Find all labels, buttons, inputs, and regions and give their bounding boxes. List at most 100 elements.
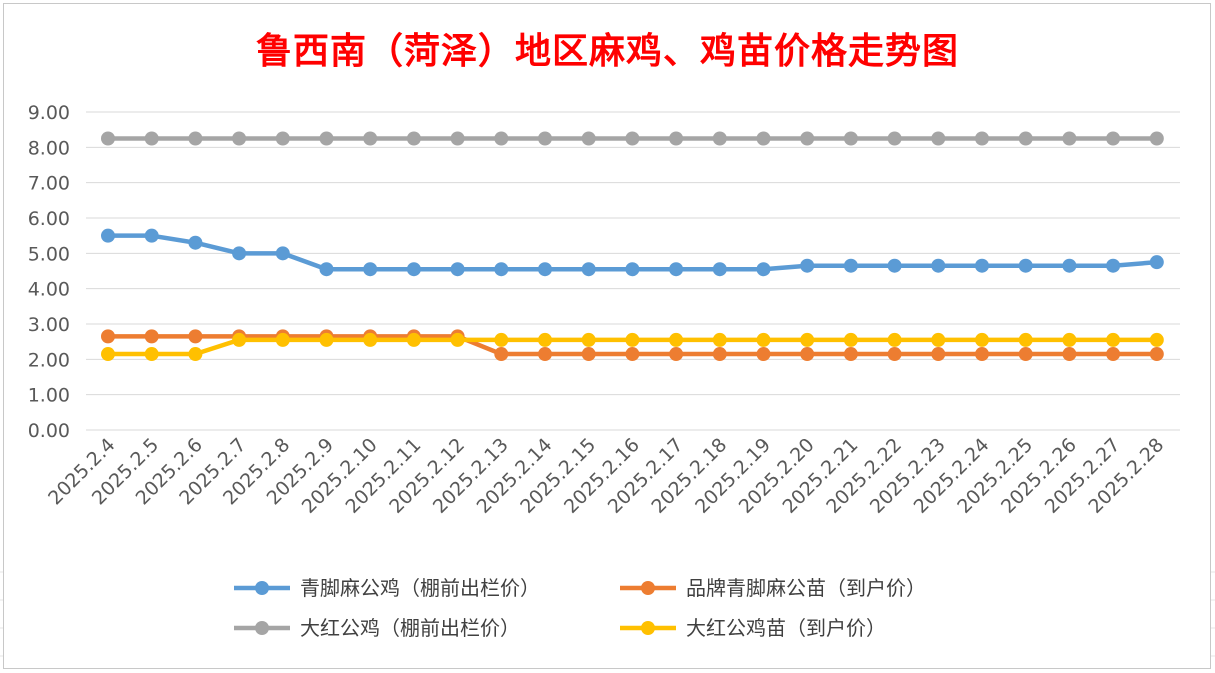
data-point	[188, 329, 203, 344]
data-point	[275, 131, 290, 146]
y-tick-label: 6.00	[28, 208, 70, 230]
data-point	[887, 131, 902, 146]
legend-label: 大红公鸡（棚前出栏价）	[300, 616, 520, 640]
data-point	[931, 131, 946, 146]
data-point	[188, 235, 203, 250]
data-point	[843, 258, 858, 273]
chart-title: 鲁西南（菏泽）地区麻鸡、鸡苗价格走势图	[255, 31, 959, 72]
data-point	[144, 228, 159, 243]
data-point	[1062, 347, 1077, 362]
data-point	[1106, 347, 1121, 362]
data-point	[319, 262, 334, 277]
data-point	[1018, 347, 1033, 362]
data-point	[669, 347, 684, 362]
legend-marker	[255, 621, 269, 635]
legend-item[interactable]: 大红公鸡苗（到户价）	[620, 616, 886, 640]
data-point	[669, 262, 684, 277]
data-point	[1018, 258, 1033, 273]
data-point	[1149, 332, 1164, 347]
data-point	[625, 131, 640, 146]
data-point	[319, 131, 334, 146]
data-point	[232, 332, 247, 347]
y-tick-label: 8.00	[28, 137, 70, 159]
legend-item[interactable]: 大红公鸡（棚前出栏价）	[234, 616, 520, 640]
data-point	[319, 332, 334, 347]
data-point	[494, 332, 509, 347]
data-point	[1106, 258, 1121, 273]
data-point	[669, 332, 684, 347]
data-point	[625, 347, 640, 362]
y-tick-label: 5.00	[28, 243, 70, 265]
data-point	[494, 347, 509, 362]
data-point	[450, 131, 465, 146]
data-point	[843, 347, 858, 362]
data-point	[494, 131, 509, 146]
data-point	[450, 262, 465, 277]
data-point	[756, 131, 771, 146]
data-point	[756, 347, 771, 362]
data-point	[363, 262, 378, 277]
x-axis-ticks: 2025.2.42025.2.52025.2.62025.2.72025.2.8…	[44, 434, 1168, 518]
data-point	[931, 332, 946, 347]
legend-marker	[641, 621, 655, 635]
data-point	[756, 262, 771, 277]
y-tick-label: 9.00	[28, 102, 70, 124]
data-point	[101, 347, 115, 362]
data-point	[800, 347, 815, 362]
data-point	[406, 332, 421, 347]
data-point	[1062, 258, 1077, 273]
data-point	[1149, 131, 1164, 146]
y-tick-label: 2.00	[28, 349, 70, 371]
data-point	[931, 347, 946, 362]
y-tick-label: 3.00	[28, 314, 70, 336]
data-point	[538, 262, 552, 277]
data-point	[712, 131, 727, 146]
data-point	[756, 332, 771, 347]
legend-marker	[255, 581, 269, 595]
data-point	[843, 332, 858, 347]
data-point	[1018, 131, 1033, 146]
data-point	[101, 131, 115, 146]
data-point	[275, 246, 290, 261]
legend: 青脚麻公鸡（棚前出栏价） 品牌青脚麻公苗（到户价） 大红公鸡（棚前出栏价） 大红公鸡苗…	[234, 576, 926, 640]
data-point	[101, 329, 115, 344]
y-axis-ticks: 0.00 1.00 2.00 3.00 4.00 5.00 6.00 7.00 8.00 9.00	[28, 102, 70, 442]
data-point	[800, 332, 815, 347]
data-point	[406, 262, 421, 277]
data-point	[232, 246, 247, 261]
data-point	[581, 262, 596, 277]
data-point	[188, 347, 203, 362]
data-point	[538, 347, 552, 362]
data-point	[669, 131, 684, 146]
y-tick-label: 7.00	[28, 173, 70, 195]
data-point	[975, 258, 989, 273]
data-point	[625, 332, 640, 347]
data-point	[800, 258, 815, 273]
data-point	[581, 332, 596, 347]
data-point	[887, 258, 902, 273]
series-0	[101, 228, 1164, 277]
data-point	[101, 228, 115, 243]
data-point	[363, 332, 378, 347]
data-point	[188, 131, 203, 146]
data-point	[712, 262, 727, 277]
data-point	[1106, 332, 1121, 347]
data-point	[1106, 131, 1121, 146]
data-point	[712, 347, 727, 362]
data-point	[406, 131, 421, 146]
data-point	[275, 332, 290, 347]
data-point	[625, 262, 640, 277]
legend-item[interactable]: 品牌青脚麻公苗（到户价）	[620, 576, 926, 600]
data-point	[800, 131, 815, 146]
series-3	[101, 332, 1164, 362]
data-point	[1018, 332, 1033, 347]
data-point	[975, 332, 989, 347]
data-point	[975, 347, 989, 362]
data-point	[538, 131, 552, 146]
data-point	[581, 347, 596, 362]
data-point	[1062, 332, 1077, 347]
legend-label: 大红公鸡苗（到户价）	[686, 616, 886, 640]
legend-item[interactable]: 青脚麻公鸡（棚前出栏价）	[234, 576, 540, 600]
data-point	[975, 131, 989, 146]
